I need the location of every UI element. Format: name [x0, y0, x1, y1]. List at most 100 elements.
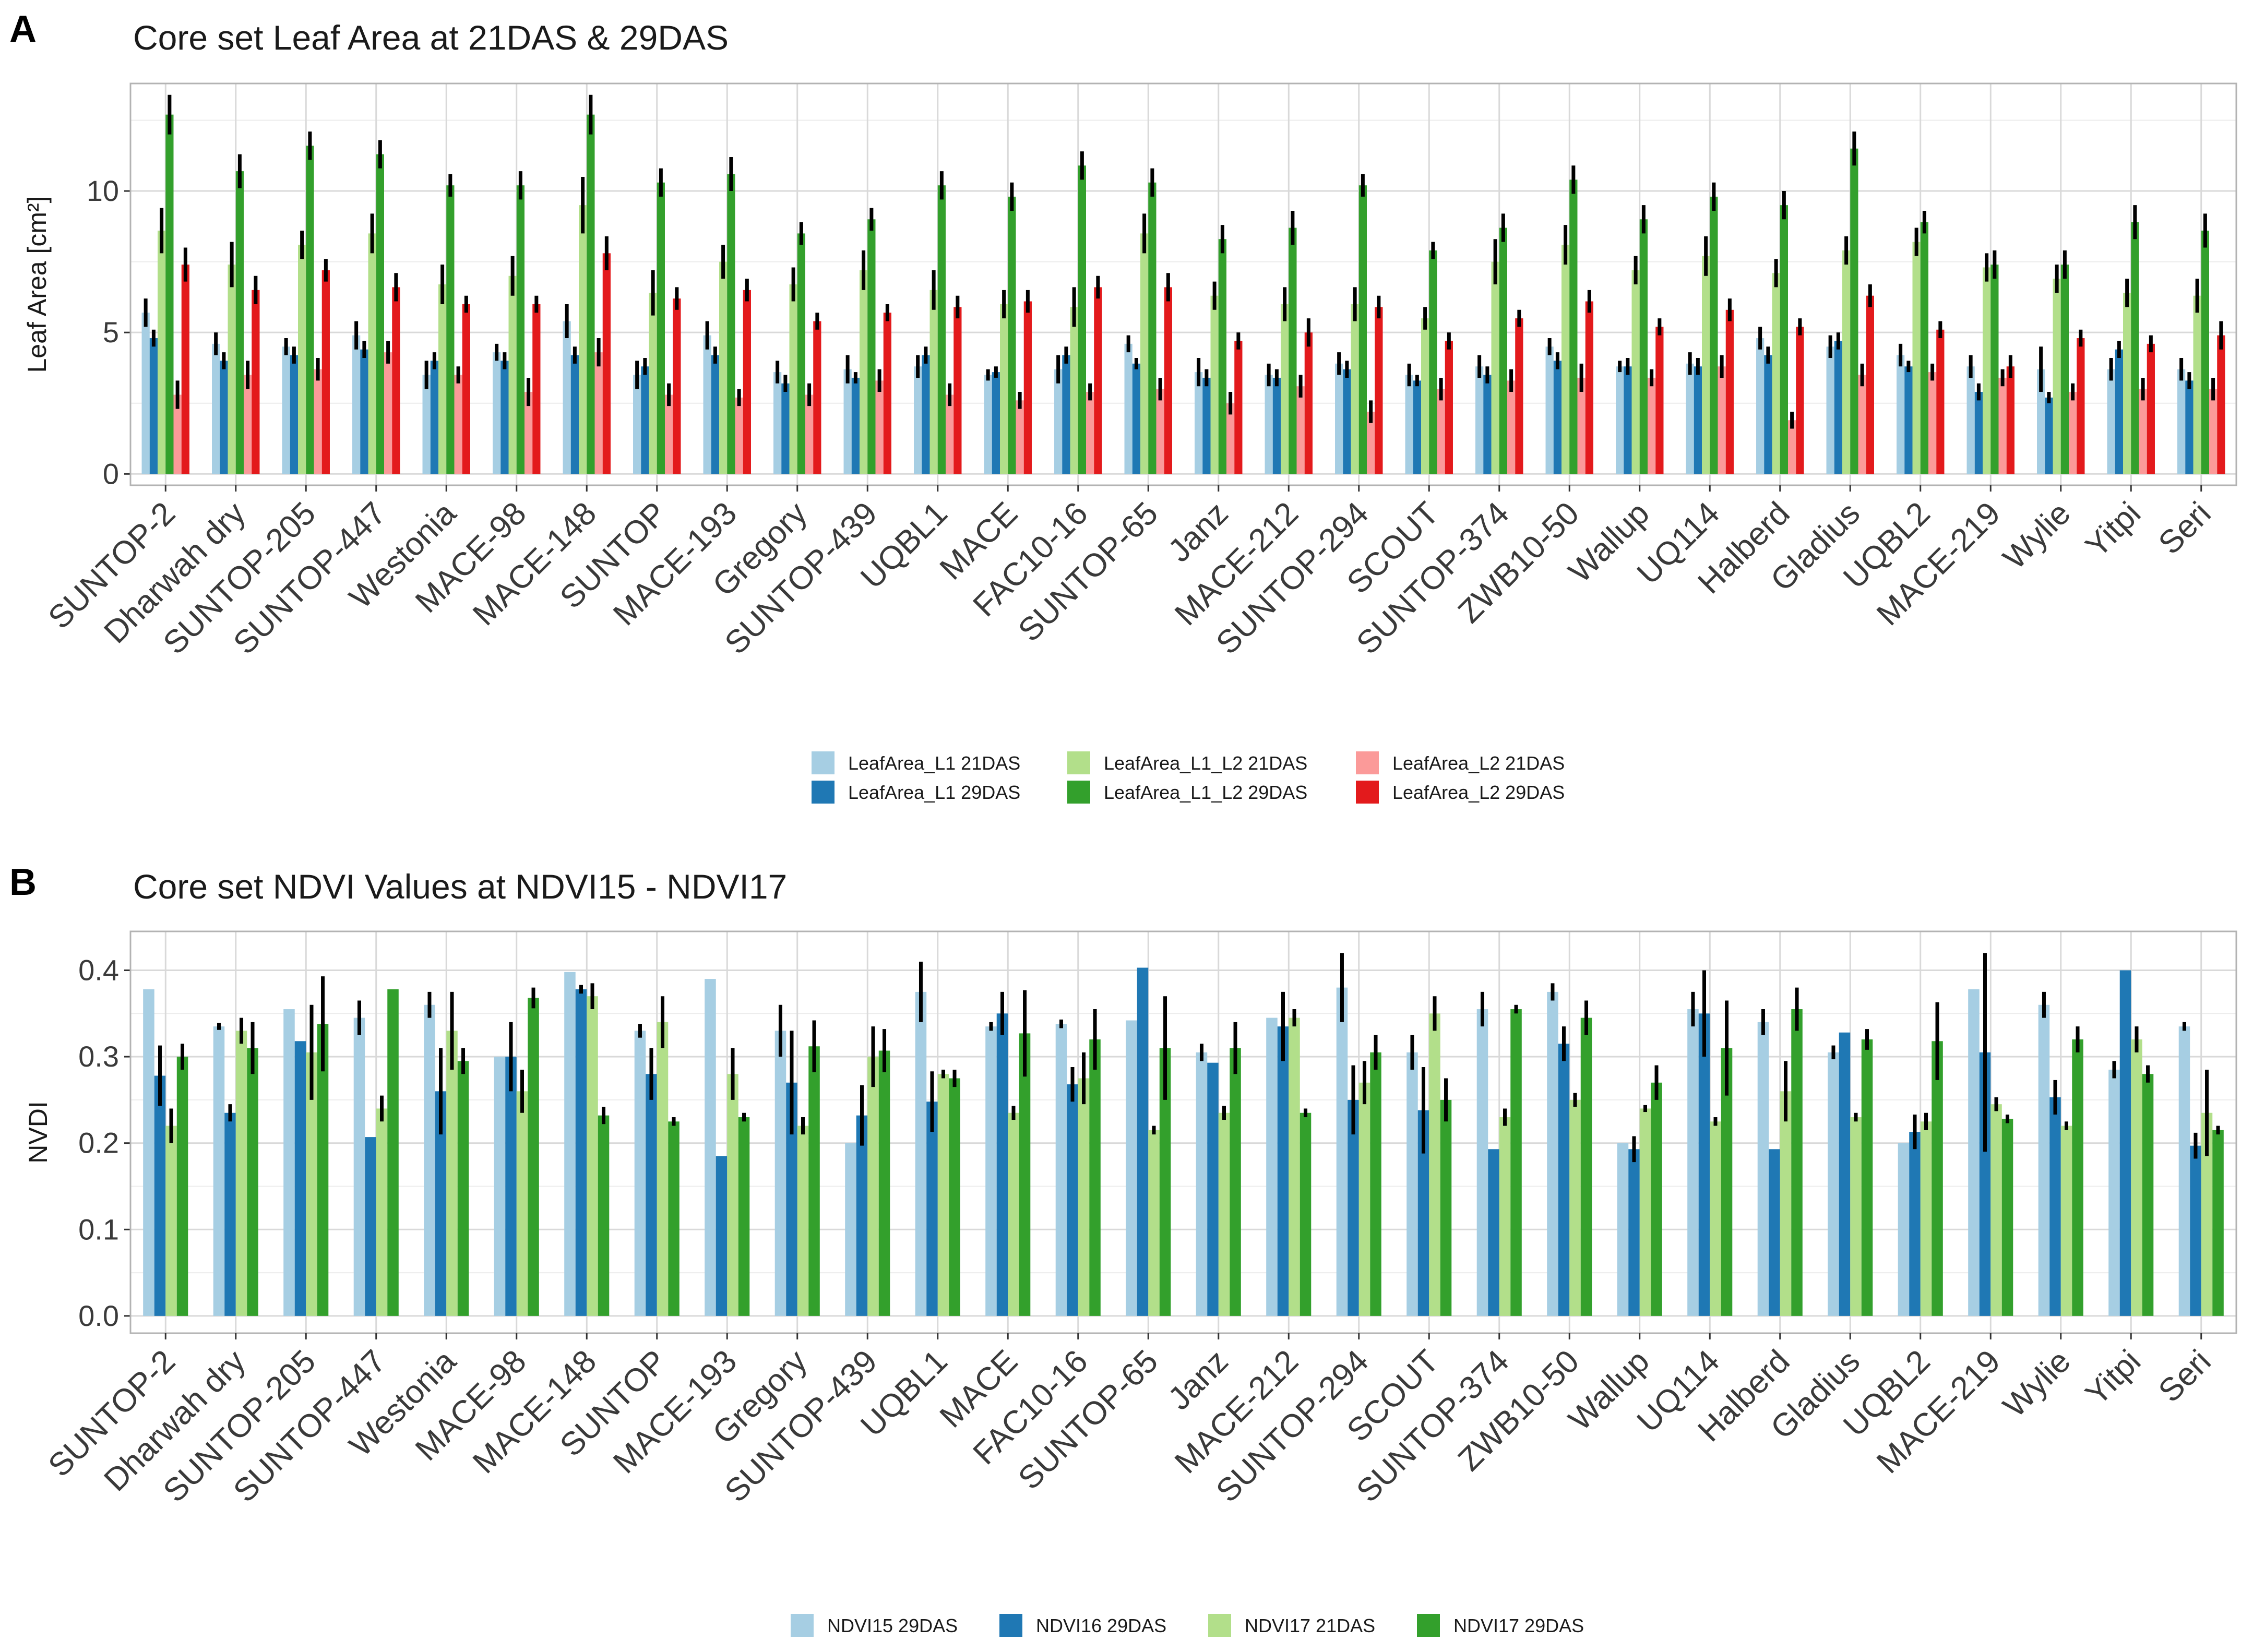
panel-a-bar	[579, 205, 587, 474]
panel-a-bar	[2139, 389, 2147, 474]
panel-a-bar	[649, 293, 657, 474]
panel-a-bar	[992, 372, 1000, 474]
panel-a-bar	[368, 233, 376, 474]
panel-b-bar	[2190, 1145, 2201, 1316]
panel-a-bar	[1289, 228, 1297, 474]
panel-a-bar	[1499, 228, 1507, 474]
panel-b-bar	[1791, 1009, 1803, 1316]
panel-a-bar	[1483, 375, 1492, 474]
panel-b-y-axis-title: NVDI	[23, 1101, 53, 1163]
panel-a-bar	[1686, 363, 1694, 474]
panel-a-bar	[1515, 318, 1523, 474]
panel-b-bar	[1277, 1026, 1289, 1316]
panel-a-bar	[1086, 392, 1094, 474]
panel-a-bar	[851, 377, 860, 474]
panel-b-bar	[738, 1117, 750, 1316]
panel-a-xtick-label: Yitpi	[2079, 495, 2148, 564]
panel-a-bar	[789, 284, 797, 474]
panel-a-bar	[633, 375, 641, 474]
panel-a-bar	[1655, 327, 1664, 474]
panel-b-bar	[797, 1126, 809, 1316]
panel-a-bar	[422, 375, 431, 474]
panel-a-bar	[1850, 148, 1858, 474]
panel-a-bar	[587, 114, 595, 474]
panel-a-bar	[1148, 182, 1157, 474]
panel-a-legend-label: LeafArea_L1 29DAS	[848, 782, 1020, 803]
panel-b-bar	[1370, 1052, 1381, 1316]
panel-a-bar	[508, 276, 517, 474]
panel-b-bar	[1687, 1009, 1699, 1316]
panel-a-bar	[298, 245, 306, 474]
panel-b-bar	[1839, 1032, 1851, 1316]
panel-b-bar	[1406, 1052, 1418, 1316]
panel-a-bar	[2147, 343, 2155, 474]
panel-a-bar	[2006, 366, 2014, 474]
panel-b-bar	[1769, 1149, 1780, 1316]
panel-a-bar	[1998, 377, 2007, 474]
panel-a-bar	[243, 375, 252, 474]
panel-b-bar	[1898, 1143, 1910, 1316]
panel-b-xtick-label: Wylie	[1996, 1343, 2078, 1424]
panel-a-bar	[719, 261, 728, 474]
panel-b-ytick-label: 0.2	[78, 1127, 119, 1159]
panel-a-bar	[1437, 389, 1445, 474]
panel-b-bar	[2060, 1126, 2072, 1316]
panel-a-bar	[1132, 363, 1141, 474]
panel-a-bar	[228, 265, 236, 474]
panel-a-bar	[1335, 363, 1343, 474]
panel-a-bar	[1296, 386, 1305, 474]
panel-a-bar	[2115, 349, 2124, 474]
panel-a-bar	[1195, 372, 1203, 474]
panel-a-bar	[384, 352, 392, 474]
panel-a-bar	[1164, 287, 1172, 474]
panel-a-bar	[1974, 392, 1983, 474]
panel-a-bar	[306, 146, 314, 474]
panel-b-bar	[1289, 1017, 1300, 1316]
panel-b-bar	[1067, 1084, 1078, 1316]
panel-b-bar	[926, 1102, 938, 1316]
panel-a-bar	[1272, 377, 1281, 474]
panel-b-ytick-label: 0.0	[78, 1299, 119, 1332]
panel-a-bar	[181, 265, 189, 474]
panel-a-bar	[1858, 375, 1866, 474]
panel-b-bar	[317, 1024, 329, 1316]
panel-b-bar	[176, 1057, 188, 1316]
panel-a-bar	[212, 343, 220, 474]
panel-a-bar	[773, 372, 782, 474]
panel-b-bar	[2072, 1039, 2083, 1316]
panel-a-bar	[430, 361, 439, 474]
panel-a-legend-label: LeafArea_L1_L2 21DAS	[1104, 752, 1307, 774]
panel-a-bar	[2060, 265, 2069, 474]
panel-a-bar	[929, 290, 938, 474]
panel-a-bar	[1912, 242, 1921, 474]
panel-a-bar	[2077, 338, 2085, 474]
panel-b-plot-border	[129, 930, 2237, 1334]
panel-a-bar	[1475, 366, 1484, 474]
panel-a-bar	[867, 219, 876, 474]
panel-b-bar	[1639, 1108, 1651, 1316]
panel-b-bar	[2212, 1130, 2224, 1316]
panel-b-plot-background	[130, 931, 2236, 1333]
panel-a-bar	[664, 394, 673, 474]
panel-b-bar	[598, 1115, 610, 1316]
panel-a-bar	[843, 369, 852, 474]
panel-a-bar	[1787, 420, 1796, 474]
panel-b-bar	[1850, 1117, 1862, 1316]
panel-a-legend-label: LeafArea_L2 29DAS	[1392, 782, 1565, 803]
panel-b-bar	[446, 1031, 458, 1316]
panel-a-bar	[2217, 335, 2225, 474]
panel-b-bar	[1417, 1110, 1429, 1316]
panel-b-bar	[494, 1057, 506, 1316]
panel-b-bar	[224, 1112, 236, 1316]
panel-a-bar	[1000, 304, 1008, 474]
panel-b-bar	[1008, 1112, 1019, 1316]
panel-a-bar	[1421, 318, 1429, 474]
panel-a-bar	[1796, 327, 1804, 474]
panel-b-bar	[1510, 1009, 1522, 1316]
panel-a-bar	[360, 349, 368, 474]
panel-a-bar	[1710, 196, 1718, 474]
panel-a-bar	[1375, 307, 1383, 474]
panel-a-bar	[937, 185, 946, 474]
panel-a-bar	[2201, 230, 2209, 474]
